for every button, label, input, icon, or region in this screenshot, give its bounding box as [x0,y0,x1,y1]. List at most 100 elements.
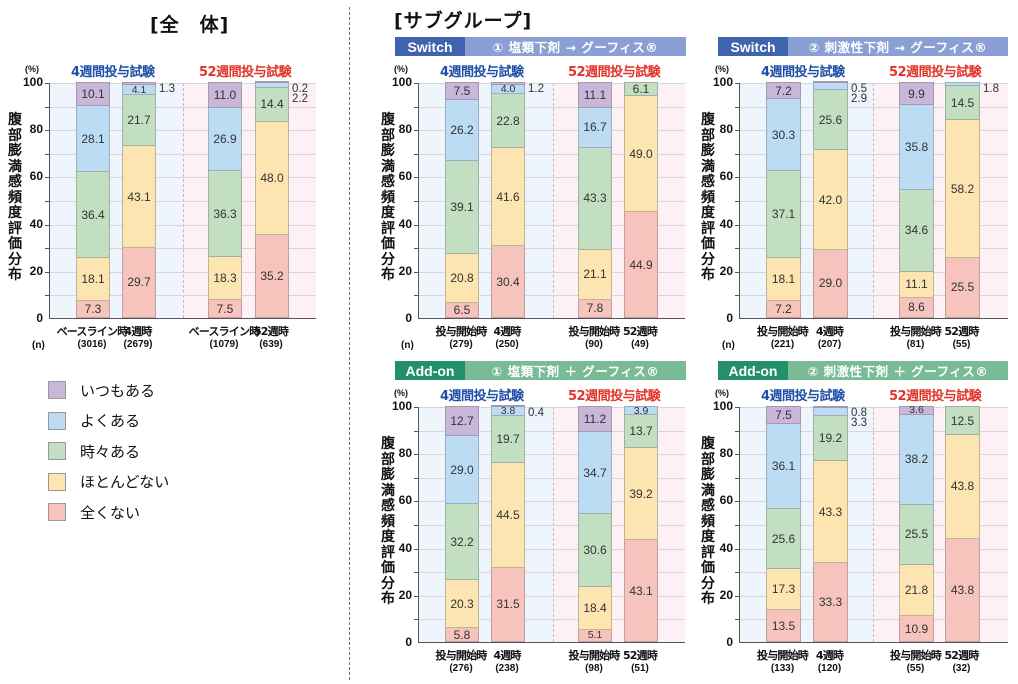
y-tick [414,525,419,526]
bar-segment-often: 35.8 [899,105,934,190]
trial-4w-background [740,83,873,318]
x-category-label: 投与開始時 [435,325,488,338]
bar-segment-never: 8.6 [899,297,934,318]
stacked-bar: 7.3 18.1 36.4 28.1 10.1 [76,82,110,318]
bar-segment-sometimes: 25.5 [899,504,934,565]
trial-divider [873,407,874,642]
y-tick-label: 100 [391,399,412,413]
segment-value: 18.4 [583,600,607,615]
y-unit-label: (%) [394,388,408,398]
segment-value: 49.0 [629,146,653,161]
segment-value: 48.0 [260,170,284,185]
legend-item-never: 全くない [48,497,169,528]
gridline [419,106,685,108]
segment-value: 7.5 [453,83,471,98]
bar-segment-always: 12.7 [445,406,479,436]
bar-segment-often [813,408,848,416]
bar-segment-sometimes: 36.3 [208,171,242,258]
y-tick [45,177,50,179]
segment-value: 7.5 [216,301,234,316]
y-tick [735,106,740,108]
gridline [50,177,316,179]
gridline [419,177,685,179]
y-tick-label: 60 [29,169,43,184]
y-tick [735,407,740,408]
stacked-bar: 25.5 58.2 14.5 [945,82,980,318]
bar-segment-never: 25.5 [945,257,980,318]
y-tick-label: 60 [719,493,733,508]
y-tick-label: 80 [398,446,412,461]
y-axis-title: 腹部膨満感頻度評価分布 [381,112,395,283]
outside-value-label: 0.5 [851,83,867,95]
bar-segment-sometimes: 30.6 [578,514,612,587]
y-tick [414,501,419,503]
y-tick [735,548,740,550]
segment-value: 17.3 [771,582,796,597]
outside-value-label: 2.2 [292,93,308,105]
plot-area: 5.8 20.3 32.2 29.0 12.7 31.5 44.5 19.7 3.8 0.4 5.1… [414,405,685,643]
segment-value: 37.1 [771,207,796,222]
bar-segment-often: 4.1 [122,84,156,96]
bar-segment-rarely: 58.2 [945,120,980,258]
legend-label: ほとんどない [80,473,170,492]
segment-value: 14.4 [260,97,284,112]
y-tick-label: 20 [719,587,733,602]
segment-value: 9.9 [908,86,925,101]
y-tick [414,177,419,179]
y-tick-label: 60 [719,169,733,184]
bar-segment-rarely: 41.6 [491,148,525,247]
gridline [419,153,685,155]
y-unit-label: (%) [715,388,729,398]
n-count-label: (639) [259,339,283,350]
bar-segment-sometimes: 37.1 [766,170,801,259]
switch-tag: Switch [395,37,465,56]
trial-52w-header: 52週間投与試験 [199,65,292,80]
segment-value: 8.6 [908,300,925,315]
n-count-label: (1079) [209,339,239,350]
n-count-label: (133) [770,663,795,674]
y-tick [45,130,50,132]
segment-value: 29.0 [450,462,474,477]
y-tick [414,572,419,574]
bar-segment-never: 7.3 [76,300,110,318]
bar-segment-rarely: 18.4 [578,586,612,630]
y-tick-label: 20 [719,263,733,278]
bar-segment-rarely: 43.1 [122,146,156,248]
bar-segment-always: 3.6 [899,404,934,416]
switch-tag: Switch [718,37,788,56]
y-tick [45,248,50,250]
y-tick-label: 40 [719,216,733,231]
segment-value: 39.2 [629,486,653,501]
segment-value: 7.3 [84,301,102,316]
bar-segment-sometimes: 12.5 [945,405,980,436]
gridline [740,430,1008,432]
segment-value: 25.6 [771,531,796,546]
x-category-label: ベースライン時 [56,325,129,338]
addon-tag: Add-on [395,361,465,380]
gridline [740,224,1008,226]
n-label: (n) [32,340,45,351]
bar-segment-sometimes: 34.6 [899,189,934,272]
x-category-label: 4週時 [124,325,152,338]
segment-value: 39.1 [450,199,474,214]
bar-segment-often [813,83,848,91]
trial-52w-background [552,83,685,318]
trial-52w-background [552,407,685,642]
segment-value: 11.0 [213,88,237,103]
trial-52w-header: 52週間投与試験 [889,389,982,404]
stacked-bar: 44.9 49.0 6.1 [624,82,658,318]
plot-area: 6.5 20.8 39.1 26.2 7.5 30.4 41.6 22.8 4.0 1.2 7.8 2… [414,81,685,319]
stacked-bar: 43.8 43.8 12.5 [945,405,980,642]
y-tick-label: 80 [398,122,412,137]
y-tick [414,106,419,108]
bar-segment-never: 10.9 [899,616,934,642]
segment-value: 25.5 [904,527,929,542]
stacked-bar: 5.8 20.3 32.2 29.0 12.7 [445,406,479,642]
bar-segment-never: 33.3 [813,563,848,642]
bar-segment-always [813,81,848,84]
n-count-label: (207) [817,339,842,350]
n-count-label: (90) [585,339,603,350]
gridline [740,83,1008,84]
bar-segment-sometimes: 43.3 [578,147,612,250]
segment-value: 30.3 [771,127,796,142]
